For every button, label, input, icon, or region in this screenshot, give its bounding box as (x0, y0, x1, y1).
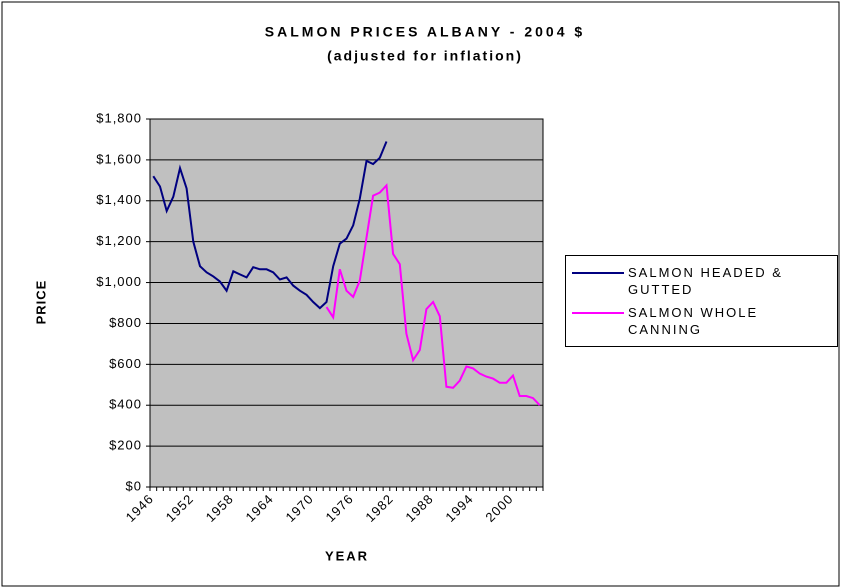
y-tick-label: $400 (109, 397, 142, 412)
y-tick-label: $1,600 (96, 151, 142, 166)
y-tick-label: $0 (126, 478, 142, 493)
y-tick-label: $1,800 (96, 110, 142, 125)
y-tick-label: $800 (109, 315, 142, 330)
legend-label: SALMON WHOLE CANNING (628, 305, 759, 337)
y-tick-label: $200 (109, 438, 142, 453)
series-line (152, 141, 388, 310)
plot-area (149, 118, 544, 488)
legend: SALMON HEADED & GUTTED SALMON WHOLE CANNI… (565, 255, 838, 347)
legend-label: SALMON HEADED & GUTTED (628, 265, 783, 297)
legend-key (572, 272, 624, 274)
y-tick-label: $600 (109, 356, 142, 371)
chart-title: SALMON PRICES ALBANY - 2004 $ (265, 24, 585, 40)
x-axis-label: YEAR (325, 548, 369, 563)
legend-key (572, 312, 624, 314)
chart-subtitle: (adjusted for inflation) (327, 48, 523, 64)
y-tick-label: $1,000 (96, 274, 142, 289)
series-line (325, 183, 541, 406)
y-tick-label: $1,200 (96, 233, 142, 248)
y-tick-label: $1,400 (96, 192, 142, 207)
y-axis-label: PRICE (33, 280, 48, 325)
